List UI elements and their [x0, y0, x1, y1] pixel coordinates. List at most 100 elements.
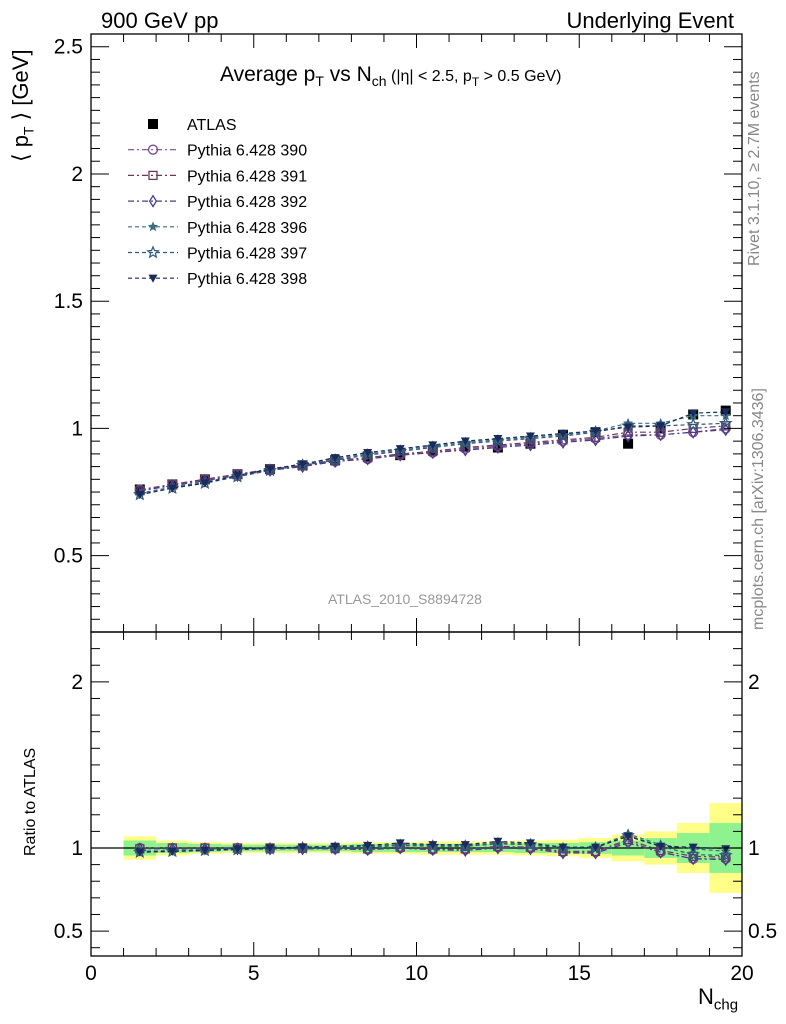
ratio-point	[686, 847, 700, 861]
ratio-point	[363, 841, 373, 851]
x-tick-label: 20	[730, 962, 753, 985]
ratio-point	[460, 841, 470, 850]
ratio-panel-frame	[90, 631, 743, 957]
x-axis-label: Nchg	[698, 984, 739, 1014]
legend-entry-3: Pythia 6.428 392	[128, 194, 307, 211]
ratio-point	[688, 843, 698, 852]
main-point	[493, 435, 503, 444]
main-series-line	[139, 429, 726, 492]
main-point	[688, 409, 698, 418]
main-point	[623, 438, 634, 449]
ratio-point	[167, 847, 177, 856]
ratio-point	[558, 843, 568, 852]
legend-entry-1: Pythia 6.428 390	[128, 143, 307, 160]
main-point	[721, 408, 731, 417]
legend-entry-0: ATLAS	[148, 117, 237, 134]
y-tick-label-main: 2.5	[54, 36, 83, 59]
main-series-6	[135, 408, 731, 500]
legend-label: ATLAS	[187, 117, 237, 134]
legend-marker	[147, 144, 159, 155]
legend-marker	[148, 274, 158, 283]
ratio-point	[330, 842, 340, 851]
main-series-3	[135, 423, 730, 498]
legend-entry-6: Pythia 6.428 398	[128, 271, 307, 288]
y-tick-label-main: 0.5	[54, 545, 83, 568]
y-tick-label-ratio-right: 2	[748, 671, 760, 694]
main-series-group	[133, 405, 733, 501]
analysis-watermark: ATLAS_2010_S8894728	[328, 591, 482, 607]
ratio-point	[591, 843, 601, 852]
y-tick-label-main: 1.5	[54, 290, 83, 313]
axes-group: 0 5 10 15 20 0.5 1 1.5 2 2.5 0.5 0.5 1 1 2 2	[54, 33, 777, 985]
x-tick-label: 5	[248, 962, 260, 985]
legend-marker	[146, 245, 160, 259]
ratio-point	[656, 842, 666, 851]
header-left: 900 GeV pp	[101, 8, 219, 33]
main-point	[718, 416, 733, 430]
x-tick-label: 10	[405, 962, 428, 985]
x-tick-label: 0	[85, 962, 97, 985]
ratio-series-line	[139, 842, 726, 861]
main-point	[656, 422, 666, 431]
main-point	[460, 437, 470, 446]
ratio-point	[232, 845, 242, 854]
legend-marker	[148, 194, 158, 208]
main-point	[425, 440, 440, 454]
ratio-series-group	[133, 828, 733, 867]
legend-label: Pythia 6.428 396	[187, 220, 307, 237]
ratio-point	[393, 838, 408, 852]
ratio-point	[493, 837, 503, 846]
legend-label: Pythia 6.428 397	[187, 246, 307, 263]
ratio-point	[623, 832, 633, 841]
ratio-point	[525, 839, 535, 848]
legend-marker	[148, 170, 158, 181]
ratio-point	[298, 843, 308, 852]
ratio-point	[490, 836, 505, 850]
main-point	[656, 428, 665, 442]
main-point	[298, 460, 308, 469]
ratio-point	[718, 848, 733, 862]
main-point	[591, 433, 600, 447]
main-point	[721, 421, 731, 431]
y-tick-label-main: 2	[71, 163, 83, 186]
main-point	[167, 484, 177, 493]
y-tick-label-ratio: 2	[71, 671, 83, 694]
ratio-series-line	[139, 840, 726, 860]
main-point	[328, 453, 343, 467]
y-tick-label-ratio-right: 0.5	[748, 920, 777, 943]
header-right: Underlying Event	[566, 8, 734, 33]
legend-label: Pythia 6.428 390	[187, 143, 307, 160]
main-point	[558, 429, 568, 439]
ratio-point	[623, 836, 633, 850]
y-tick-label-ratio-right: 1	[748, 837, 760, 860]
ratio-point	[265, 844, 275, 853]
main-point	[525, 432, 535, 441]
main-point	[363, 449, 373, 458]
y-tick-label-ratio: 1	[71, 837, 83, 860]
x-tick-label: 15	[568, 962, 591, 985]
main-point	[623, 429, 633, 443]
legend-marker	[147, 221, 159, 232]
main-point	[591, 427, 601, 436]
main-point	[232, 471, 242, 481]
ratio-point	[395, 839, 405, 848]
legend-entry-5: Pythia 6.428 397	[128, 245, 307, 263]
main-point	[623, 423, 633, 432]
legend-label: Pythia 6.428 391	[187, 168, 307, 185]
ratio-point	[721, 845, 731, 854]
ratio-point	[428, 841, 438, 850]
main-point	[523, 431, 538, 445]
main-point	[428, 441, 438, 450]
legend-label: Pythia 6.428 392	[187, 194, 307, 211]
main-point	[330, 454, 340, 463]
main-point	[265, 465, 275, 474]
main-point	[686, 417, 700, 431]
legend-entry-2: Pythia 6.428 391	[128, 168, 307, 185]
legend-marker	[148, 119, 158, 129]
ratio-point	[135, 848, 145, 857]
main-point	[689, 425, 698, 439]
ratio-series-5	[135, 832, 731, 857]
main-point	[200, 479, 210, 488]
main-point	[135, 490, 145, 500]
